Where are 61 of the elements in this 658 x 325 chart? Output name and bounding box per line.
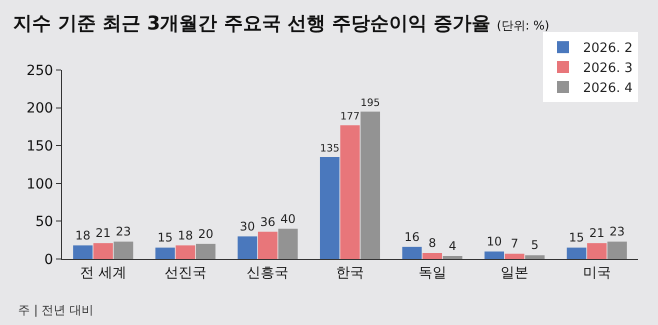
bar [196, 244, 216, 259]
data-label: 23 [610, 224, 625, 239]
data-label: 195 [360, 98, 380, 110]
bar [442, 256, 462, 259]
bar [607, 242, 627, 259]
x-tick-label: 한국 [336, 264, 364, 281]
bar [360, 112, 380, 259]
bar [484, 251, 504, 259]
bar [258, 232, 278, 259]
legend-label: 2026. 4 [583, 81, 633, 96]
data-label: 135 [320, 143, 340, 154]
data-label: 4 [448, 238, 456, 253]
data-label: 18 [75, 228, 90, 242]
y-tick-label: 200 [26, 100, 54, 117]
bar [504, 254, 524, 259]
text: 주 | 전년 대비 [18, 303, 94, 317]
bar [238, 236, 258, 259]
y-tick-label: 50 [35, 214, 54, 230]
x-tick-label: 일본 [500, 264, 529, 281]
data-label: 7 [510, 236, 518, 251]
bar [114, 242, 134, 259]
bar [525, 255, 545, 259]
bar [93, 243, 113, 259]
data-label: 23 [116, 224, 132, 239]
bar [155, 248, 175, 259]
data-label: 15 [157, 230, 173, 245]
y-tick-label: 250 [26, 62, 54, 79]
data-label: 21 [589, 226, 604, 240]
data-label: 5 [531, 238, 539, 252]
bar [422, 252, 442, 259]
legend-label: 2026. 3 [583, 61, 633, 76]
chart-subtitle: (단위: %) [496, 18, 550, 33]
data-label: 30 [240, 219, 256, 234]
data-label: 20 [198, 226, 214, 241]
bar [340, 125, 360, 259]
y-tick-label: 150 [26, 138, 54, 154]
data-label: 15 [568, 230, 584, 245]
bar [176, 245, 196, 259]
bar [402, 246, 422, 259]
x-tick-label: 미국 [582, 264, 611, 281]
data-label: 21 [96, 226, 111, 240]
data-label: 40 [280, 212, 296, 226]
x-tick-label: 선진국 [164, 264, 206, 281]
bar [320, 156, 340, 259]
chart-title: 지수 기준 최근 3개월간 주요국 선행 주당순이익 증가율 [13, 12, 491, 35]
data-label: 10 [486, 234, 502, 248]
data-label: 18 [178, 228, 194, 242]
legend-label: 2026. 2 [583, 41, 633, 56]
bar [566, 248, 586, 259]
data-label: 16 [404, 230, 420, 244]
x-tick-label: 독일 [418, 264, 446, 281]
x-tick-label: 신흥국 [246, 264, 289, 281]
data-label: 177 [340, 112, 360, 123]
bar [587, 243, 607, 259]
bar [73, 245, 93, 259]
data-label: 36 [260, 214, 276, 229]
x-tick-label: 전 세계 [80, 264, 126, 281]
data-label: 8 [428, 236, 436, 250]
y-tick-label: 0 [44, 252, 54, 268]
y-tick-label: 100 [26, 176, 54, 192]
bar [278, 228, 298, 259]
